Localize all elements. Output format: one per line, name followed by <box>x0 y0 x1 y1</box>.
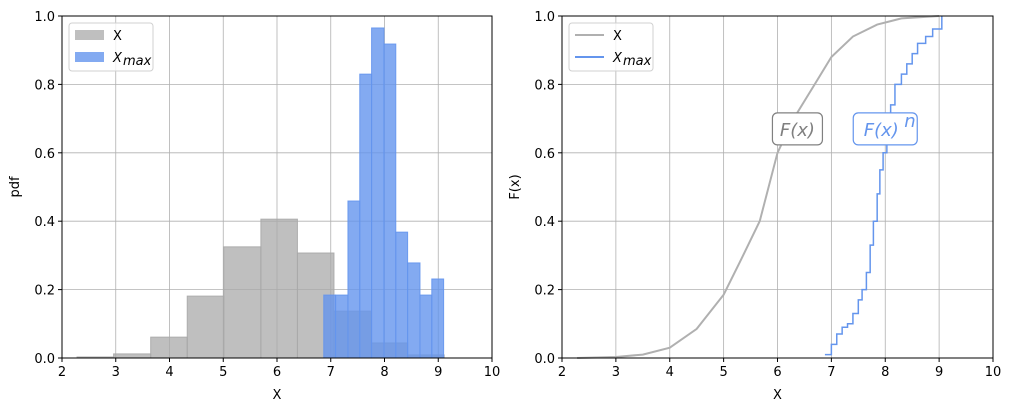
svg-text:0.0: 0.0 <box>534 352 555 367</box>
svg-text:0.6: 0.6 <box>534 147 555 162</box>
svg-text:max: max <box>623 54 652 69</box>
svg-text:n: n <box>904 111 915 132</box>
svg-text:8: 8 <box>881 365 889 380</box>
svg-text:6: 6 <box>773 365 781 380</box>
svg-text:max: max <box>123 54 152 69</box>
histogram-bar <box>150 336 188 359</box>
legend-swatch <box>75 52 104 62</box>
svg-text:0.8: 0.8 <box>34 78 55 93</box>
svg-text:3: 3 <box>612 365 620 380</box>
svg-text:2: 2 <box>558 365 566 380</box>
svg-text:5: 5 <box>219 365 227 380</box>
series-xmax <box>824 16 943 356</box>
svg-text:10: 10 <box>985 365 1002 380</box>
y-axis-label: pdf <box>8 176 23 198</box>
histogram-bar <box>260 218 298 359</box>
histogram-bar <box>359 73 373 359</box>
svg-text:4: 4 <box>165 365 173 380</box>
svg-text:7: 7 <box>827 365 835 380</box>
legend-label: X <box>112 51 123 66</box>
histogram-bar <box>113 353 152 359</box>
svg-text:5: 5 <box>719 365 727 380</box>
annotation-cdf-power-n: F(x) n <box>852 111 918 146</box>
histogram-bar <box>335 294 349 359</box>
svg-text:0.0: 0.0 <box>34 352 55 367</box>
annotation-cdf: F(x) <box>771 112 824 146</box>
series-x <box>577 15 940 359</box>
legend: XX max <box>568 22 654 72</box>
svg-text:0.2: 0.2 <box>34 284 55 299</box>
x-axis-label: X <box>773 388 782 403</box>
svg-text:F(x): F(x) <box>864 120 899 141</box>
histogram-bar <box>407 262 421 359</box>
svg-text:8: 8 <box>380 365 388 380</box>
svg-text:1.0: 1.0 <box>534 10 555 25</box>
svg-text:0.6: 0.6 <box>34 147 55 162</box>
histogram-bar <box>347 200 361 359</box>
svg-text:F(x): F(x) <box>780 120 815 141</box>
tick-labels: 2 3 4 5 6 7 8 9 10 0.0 0.2 0.4 0.6 0.8 1.0 <box>534 10 1001 380</box>
svg-text:10: 10 <box>484 365 501 380</box>
cdf-line <box>824 16 943 356</box>
histogram-bar <box>371 27 385 359</box>
legend-label: X <box>612 51 623 66</box>
svg-text:0.4: 0.4 <box>534 215 555 230</box>
histogram-bar <box>223 246 262 359</box>
svg-text:0.2: 0.2 <box>534 284 555 299</box>
legend-label: X <box>613 29 622 44</box>
cdf-line-axes: F(x) F(x) n2 3 4 5 6 7 8 9 100.00.20.40.60.81.0XF(… <box>508 10 1001 403</box>
svg-text:3: 3 <box>112 365 120 380</box>
series-xmax <box>323 27 445 359</box>
legend: XX max <box>68 22 154 72</box>
svg-text:1.0: 1.0 <box>34 10 55 25</box>
svg-text:4: 4 <box>666 365 674 380</box>
y-axis-label: F(x) <box>508 174 523 199</box>
histogram-bar <box>395 231 409 359</box>
histogram-bar <box>419 294 433 359</box>
svg-text:6: 6 <box>273 365 281 380</box>
x-axis-label: X <box>273 388 282 403</box>
histogram-bar <box>186 295 225 359</box>
svg-text:0.4: 0.4 <box>34 215 55 230</box>
svg-text:9: 9 <box>434 365 442 380</box>
cdf-line <box>577 15 940 359</box>
histogram-bar <box>323 294 337 359</box>
svg-text:0.8: 0.8 <box>534 78 555 93</box>
grid <box>61 15 493 359</box>
svg-text:7: 7 <box>327 365 335 380</box>
svg-text:2: 2 <box>58 365 66 380</box>
tick-labels: 2 3 4 5 6 7 8 9 10 0.0 0.2 0.4 0.6 0.8 1.0 <box>34 10 500 380</box>
histogram-bar <box>383 43 397 359</box>
legend-swatch <box>75 30 104 40</box>
histogram-bar <box>431 278 445 359</box>
legend-label: X <box>113 29 122 44</box>
svg-text:9: 9 <box>935 365 943 380</box>
